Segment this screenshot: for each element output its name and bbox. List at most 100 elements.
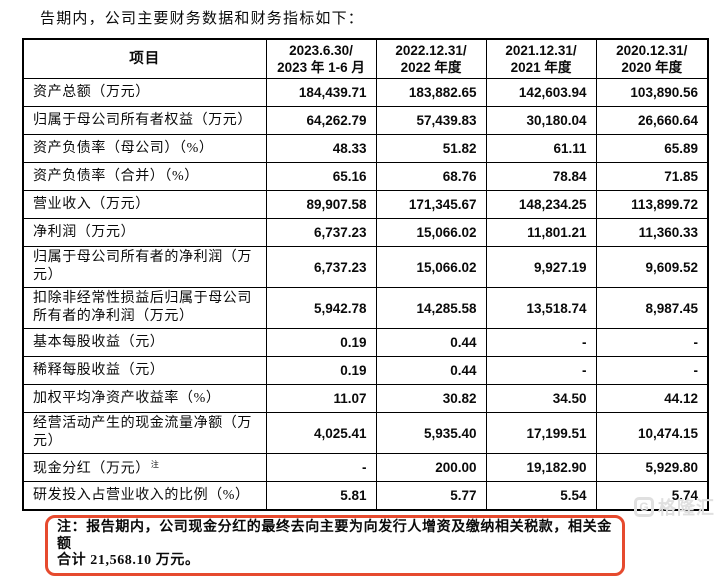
row-label: 净利润（万元） xyxy=(22,218,267,247)
table-row: 归属于母公司所有者权益（万元） 64,262.79 57,439.83 30,180.… xyxy=(22,106,709,135)
financial-table-body: 资产总额（万元） 184,439.71 183,882.65 142,603.94 10… xyxy=(22,78,709,511)
row-value: 61.11 xyxy=(485,134,597,163)
note-line-1: 注：报告期内，公司现金分红的最终去向主要为向发行人增资及缴纳相关税款，相关金额 xyxy=(57,520,612,552)
row-value: 65.89 xyxy=(595,134,709,163)
row-value: 65.16 xyxy=(265,162,377,191)
row-value: - xyxy=(265,453,377,482)
table-row: 净利润（万元） 6,737.23 15,066.02 11,801.21 11,360.… xyxy=(22,218,709,247)
row-label: 营业收入（万元） xyxy=(22,190,267,219)
table-row: 基本每股收益（元） 0.19 0.44- - xyxy=(22,328,709,357)
table-row: 经营活动产生的现金流量净额（万元） 4,025.41 5,935.40 17,199.… xyxy=(22,412,709,454)
header-period-line2: 2023 年 1-6 月 xyxy=(277,60,365,75)
row-label: 基本每股收益（元） xyxy=(22,328,267,357)
row-value: 17,199.51 xyxy=(485,412,597,454)
row-value: 148,234.25 xyxy=(485,190,597,219)
table-row: 现金分红（万元）注 -200.00 19,182.90 5,929.80 xyxy=(22,453,709,482)
table-row: 稀释每股收益（元） 0.19 0.44- - xyxy=(22,356,709,385)
row-value: 14,285.58 xyxy=(375,287,487,329)
row-label: 资产负债率（母公司）（%） xyxy=(22,134,267,163)
row-label: 经营活动产生的现金流量净额（万元） xyxy=(22,412,267,454)
header-period-line2: 2020 年度 xyxy=(621,60,683,75)
row-value: 19,182.90 xyxy=(485,453,597,482)
row-value: 78.84 xyxy=(485,162,597,191)
row-value: 0.44 xyxy=(375,356,487,385)
row-label: 稀释每股收益（元） xyxy=(22,356,267,385)
row-value: 9,927.19 xyxy=(485,246,597,288)
row-value: 5,935.40 xyxy=(375,412,487,454)
header-period-line1: 2021.12.31/ xyxy=(505,43,577,58)
row-label: 归属于母公司所有者权益（万元） xyxy=(22,106,267,135)
header-period-2020: 2020.12.31/ 2020 年度 xyxy=(595,38,709,79)
gelonghui-watermark: G 格隆汇 xyxy=(634,494,715,520)
header-period-line2: 2022 年度 xyxy=(400,60,462,75)
row-value: 113,899.72 xyxy=(595,190,709,219)
row-value: 30,180.04 xyxy=(485,106,597,135)
header-period-line1: 2022.12.31/ xyxy=(395,43,467,58)
row-value: 30.82 xyxy=(375,384,487,413)
row-value: 51.82 xyxy=(375,134,487,163)
note-marker-superscript: 注 xyxy=(150,460,160,470)
row-value: 5,929.80 xyxy=(595,453,709,482)
table-row: 归属于母公司所有者的净利润（万元） 6,737.23 15,066.02 9,927.… xyxy=(22,246,709,288)
table-row: 扣除非经常性损益后归属于母公司所有者的净利润（万元） 5,942.78 14,285… xyxy=(22,287,709,329)
header-period-line1: 2020.12.31/ xyxy=(616,43,688,58)
dividend-note-box: 注：报告期内，公司现金分红的最终去向主要为向发行人增资及缴纳相关税款，相关金额 … xyxy=(45,515,625,576)
row-value: 142,603.94 xyxy=(485,78,597,107)
row-value: - xyxy=(485,328,597,357)
row-value: 5.54 xyxy=(485,481,597,511)
intro-text: 告期内，公司主要财务数据和财务指标如下： xyxy=(40,11,365,27)
gelonghui-logo-icon: G xyxy=(634,497,654,517)
row-value: 11.07 xyxy=(265,384,377,413)
row-value: 15,066.02 xyxy=(375,218,487,247)
row-value: 11,360.33 xyxy=(595,218,709,247)
row-value: 200.00 xyxy=(375,453,487,482)
gelonghui-logo-text: 格隆汇 xyxy=(658,498,715,518)
header-period-line2: 2021 年度 xyxy=(510,60,572,75)
row-label: 加权平均净资产收益率（%） xyxy=(22,384,267,413)
row-value: 6,737.23 xyxy=(265,218,377,247)
header-row: 项目 2023.6.30/ 2023 年 1-6 月 2022.12.31/ 2… xyxy=(22,38,709,79)
row-value: 68.76 xyxy=(375,162,487,191)
row-value: - xyxy=(485,356,597,385)
row-label: 研发投入占营业收入的比例（%） xyxy=(22,481,267,511)
row-value: 48.33 xyxy=(265,134,377,163)
header-period-2021: 2021.12.31/ 2021 年度 xyxy=(485,38,597,79)
row-value: 26,660.64 xyxy=(595,106,709,135)
row-value: - xyxy=(595,356,709,385)
table-row: 营业收入（万元） 89,907.58 171,345.67 148,234.25 113… xyxy=(22,190,709,219)
row-value: 64,262.79 xyxy=(265,106,377,135)
row-value: 184,439.71 xyxy=(265,78,377,107)
financial-indicators-table: 项目 2023.6.30/ 2023 年 1-6 月 2022.12.31/ 2… xyxy=(22,38,709,511)
row-value: 71.85 xyxy=(595,162,709,191)
row-value: 8,987.45 xyxy=(595,287,709,329)
row-value: 44.12 xyxy=(595,384,709,413)
row-value: 10,474.15 xyxy=(595,412,709,454)
note-line-2: 合计 21,568.10 万元。 xyxy=(57,553,200,568)
row-value: 11,801.21 xyxy=(485,218,597,247)
table-row: 研发投入占营业收入的比例（%） 5.81 5.77 5.54 5.74 xyxy=(22,481,709,511)
row-value: 0.19 xyxy=(265,328,377,357)
row-label: 现金分红（万元）注 xyxy=(22,453,267,482)
table-row: 资产负债率（母公司）（%） 48.33 51.82 61.11 65.89 xyxy=(22,134,709,163)
row-value: 5.77 xyxy=(375,481,487,511)
header-item: 项目 xyxy=(22,38,267,79)
row-value: 5.81 xyxy=(265,481,377,511)
row-value: 6,737.23 xyxy=(265,246,377,288)
row-value: 34.50 xyxy=(485,384,597,413)
header-period-line1: 2023.6.30/ xyxy=(289,43,353,58)
table-row: 资产负债率（合并）（%） 65.16 68.76 78.84 71.85 xyxy=(22,162,709,191)
table-row: 加权平均净资产收益率（%） 11.07 30.82 34.50 44.12 xyxy=(22,384,709,413)
table-row: 资产总额（万元） 184,439.71 183,882.65 142,603.94 10… xyxy=(22,78,709,107)
row-label: 扣除非经常性损益后归属于母公司所有者的净利润（万元） xyxy=(22,287,267,329)
row-value: 89,907.58 xyxy=(265,190,377,219)
header-period-2022: 2022.12.31/ 2022 年度 xyxy=(375,38,487,79)
table-header: 项目 2023.6.30/ 2023 年 1-6 月 2022.12.31/ 2… xyxy=(22,38,709,79)
row-label: 归属于母公司所有者的净利润（万元） xyxy=(22,246,267,288)
row-value: 4,025.41 xyxy=(265,412,377,454)
header-period-2023: 2023.6.30/ 2023 年 1-6 月 xyxy=(265,38,377,79)
row-value: 0.44 xyxy=(375,328,487,357)
row-value: 5,942.78 xyxy=(265,287,377,329)
row-label: 资产负债率（合并）（%） xyxy=(22,162,267,191)
row-value: 171,345.67 xyxy=(375,190,487,219)
row-value: 183,882.65 xyxy=(375,78,487,107)
